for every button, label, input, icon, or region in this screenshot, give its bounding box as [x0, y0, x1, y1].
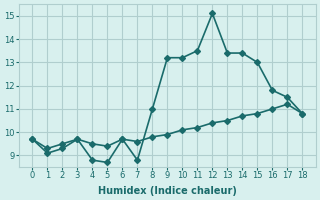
X-axis label: Humidex (Indice chaleur): Humidex (Indice chaleur) — [98, 186, 237, 196]
